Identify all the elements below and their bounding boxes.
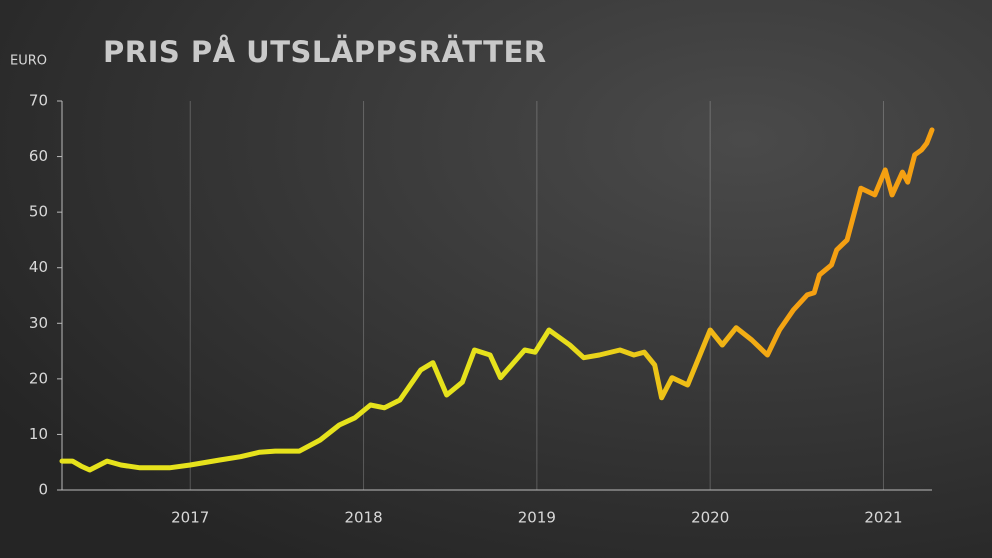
chart-title: PRIS PÅ UTSLÄPPSRÄTTER	[103, 35, 547, 69]
x-tick-label: 2021	[864, 509, 902, 527]
y-tick-label: 40	[29, 258, 48, 276]
y-tick-label: 70	[29, 92, 48, 110]
y-tick-label: 60	[29, 147, 48, 165]
x-tick-label: 2017	[171, 509, 209, 527]
x-tick-label: 2019	[518, 509, 556, 527]
y-tick-label: 10	[29, 425, 48, 443]
y-axis-label: EURO	[10, 54, 47, 69]
y-tick-label: 0	[38, 481, 48, 499]
y-tick-label: 50	[29, 203, 48, 221]
x-tick-label: 2018	[344, 509, 382, 527]
price-line	[59, 127, 935, 473]
y-tick-label: 20	[29, 369, 48, 387]
x-tick-label: 2020	[691, 509, 729, 527]
y-tick-label: 30	[29, 314, 48, 332]
